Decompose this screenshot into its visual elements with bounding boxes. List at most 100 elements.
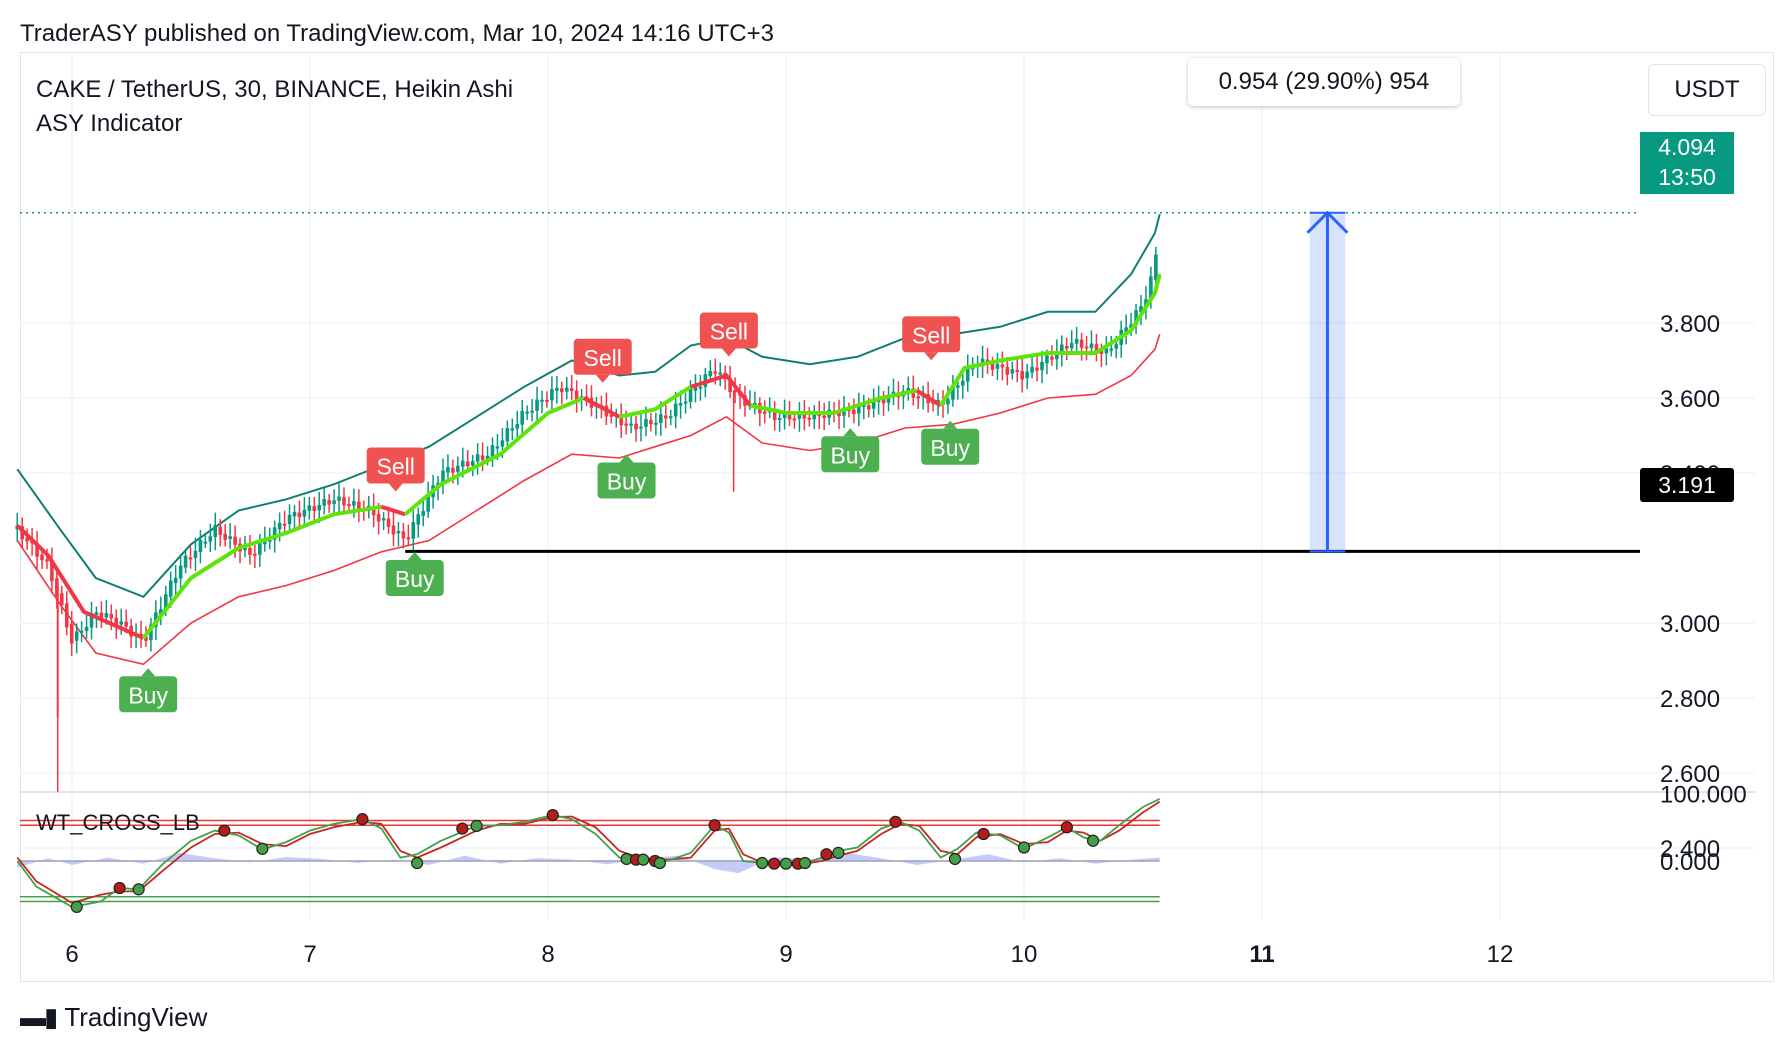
wave-cross-marker: [1060, 821, 1073, 834]
candle-body: [198, 539, 203, 553]
candle-body: [1030, 366, 1034, 373]
candle-body: [327, 500, 331, 505]
candle-body: [1069, 342, 1074, 349]
candle-body: [401, 531, 406, 539]
wave-cross-marker: [779, 857, 793, 870]
candle-body: [317, 504, 322, 511]
price-tick-label: 3.600: [1660, 386, 1720, 413]
candle-body: [272, 527, 277, 540]
symbol-legend[interactable]: CAKE / TetherUS, 30, BINANCE, Heikin Ash…: [36, 76, 514, 103]
candle-body: [569, 388, 574, 391]
oscillator-tick-label: 0.000: [1660, 849, 1720, 876]
candle-body: [109, 613, 114, 619]
candle-body: [277, 522, 282, 530]
sell-signal-label: Sell: [912, 322, 950, 348]
candle-body: [951, 385, 955, 400]
candle-body: [1149, 276, 1153, 301]
buy-signal-label: Buy: [395, 566, 435, 592]
candle-body: [25, 537, 29, 542]
buy-signal-label: Buy: [607, 469, 647, 495]
last-price-value: 4.094: [1658, 134, 1716, 160]
candle-body: [946, 398, 950, 405]
candle-body: [634, 423, 638, 430]
candle-body: [564, 387, 569, 392]
candle-body: [1084, 346, 1089, 349]
candle-body: [104, 613, 109, 618]
candle-body: [663, 415, 668, 419]
wave-cross-marker: [756, 856, 769, 870]
candle-body: [1099, 350, 1104, 354]
candle-body: [1055, 352, 1059, 360]
candle-body: [540, 399, 544, 402]
candle-body: [470, 460, 475, 466]
price-tick-label: 3.800: [1660, 311, 1720, 338]
candle-body: [1124, 327, 1128, 333]
candle-body: [114, 617, 119, 626]
candle-body: [495, 446, 500, 449]
sell-signal-label: Sell: [710, 319, 748, 345]
candle-body: [550, 389, 554, 401]
buy-signal-pointer: [943, 420, 958, 429]
candle-body: [510, 428, 515, 431]
sell-signal-pointer: [595, 374, 610, 383]
candle-body: [465, 461, 470, 467]
time-tick-label: 8: [541, 941, 554, 968]
candle-body: [490, 445, 495, 457]
upper-band-line: [16, 214, 1161, 598]
candle-body: [50, 560, 54, 582]
candle-body: [762, 411, 767, 414]
publish-info: TraderASY published on TradingView.com, …: [20, 20, 774, 47]
candle-body: [693, 387, 698, 391]
trend-line-segment: [618, 385, 692, 419]
candle-body: [332, 500, 336, 504]
candle-body: [441, 470, 445, 484]
candle-body: [792, 418, 797, 421]
wave-cross-marker: [456, 822, 469, 835]
candle-body: [69, 623, 74, 644]
candle-body: [668, 416, 673, 419]
candle-body: [203, 541, 208, 544]
indicator-legend[interactable]: ASY Indicator: [36, 110, 183, 137]
candle-body: [728, 378, 732, 393]
candle-body: [797, 412, 802, 419]
candle-body: [149, 624, 153, 641]
candle-body: [500, 440, 505, 447]
candle-body: [1025, 371, 1029, 379]
candle-body: [421, 510, 425, 516]
candle-body: [545, 400, 549, 403]
wave-cross-marker: [132, 883, 145, 896]
wave-cross-marker: [356, 813, 369, 826]
candle-body: [223, 533, 227, 540]
trend-line-segment: [939, 273, 1162, 407]
candle-body: [396, 531, 401, 534]
candle-body: [144, 636, 148, 641]
time-tick-label: 6: [65, 941, 78, 968]
candle-body: [505, 427, 510, 442]
candle-body: [525, 411, 529, 414]
candle-body: [866, 405, 871, 410]
candle-body: [995, 363, 1000, 369]
currency-button[interactable]: USDT: [1648, 64, 1766, 116]
candle-body: [391, 525, 396, 535]
candle-body: [297, 512, 302, 518]
candle-body: [1045, 355, 1049, 364]
candle-body: [89, 613, 94, 628]
candle-body: [282, 523, 287, 526]
candle-body: [119, 621, 124, 625]
candle-body: [233, 536, 237, 545]
candle-body: [1129, 324, 1133, 329]
candle-body: [253, 553, 257, 556]
candle-body: [787, 413, 792, 420]
buy-signal-label: Buy: [128, 682, 168, 708]
candle-body: [35, 542, 39, 557]
candle-body: [124, 621, 128, 627]
candle-body: [193, 550, 198, 558]
sub-indicator-legend[interactable]: WT_CROSS_LB: [36, 810, 200, 835]
candle-body: [782, 412, 787, 419]
sell-signal-label: Sell: [377, 454, 415, 480]
candle-body: [777, 417, 782, 420]
candle-body: [1050, 356, 1054, 360]
candle-body: [713, 371, 718, 374]
candle-body: [990, 362, 995, 370]
